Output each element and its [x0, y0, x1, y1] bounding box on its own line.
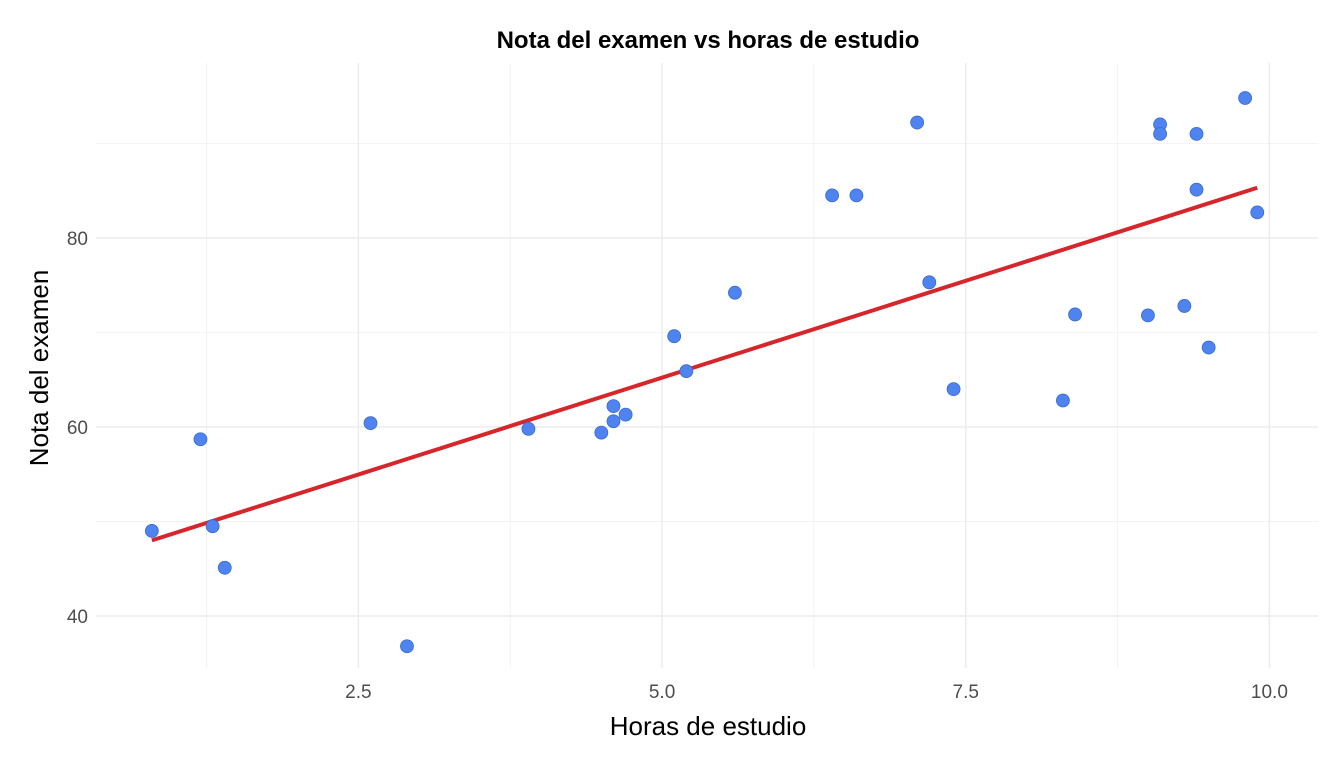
data-point	[946, 382, 961, 397]
y-tick-label: 60	[67, 418, 88, 439]
data-point	[363, 416, 378, 431]
major-gridlines	[96, 63, 1318, 668]
data-point	[1238, 91, 1253, 105]
x-axis-title: Horas de estudio	[610, 711, 807, 741]
regression-line	[151, 185, 1258, 543]
trend-line-layer	[151, 185, 1258, 543]
data-point	[1201, 340, 1216, 355]
data-point	[825, 188, 840, 203]
data-point	[679, 364, 694, 379]
data-point	[205, 519, 220, 534]
data-point	[1153, 126, 1167, 141]
data-point	[910, 115, 925, 130]
y-axis-ticks: 40 60 80	[67, 229, 88, 628]
data-point	[606, 414, 621, 429]
data-point	[193, 432, 208, 447]
data-point	[849, 188, 864, 203]
data-point	[1250, 205, 1265, 220]
data-point	[922, 275, 937, 290]
data-points	[144, 91, 1265, 654]
minor-gridlines	[96, 63, 1318, 668]
x-axis-ticks: 2.5 5.0 7.5 10.0	[345, 682, 1288, 703]
y-tick-label: 40	[67, 607, 88, 628]
data-point	[667, 329, 682, 344]
data-point	[400, 639, 414, 654]
data-point	[618, 407, 633, 422]
data-point	[728, 285, 742, 300]
data-point	[594, 425, 609, 440]
x-tick-label: 7.5	[953, 682, 979, 703]
data-point	[521, 421, 536, 436]
data-point	[606, 399, 621, 414]
data-point	[1068, 307, 1082, 322]
x-tick-label: 5.0	[649, 682, 675, 703]
y-axis-title: Nota del examen	[24, 270, 54, 467]
y-tick-label: 80	[67, 229, 88, 250]
data-point	[217, 560, 232, 575]
chart-title: Nota del examen vs horas de estudio	[497, 27, 920, 54]
data-point	[1056, 393, 1070, 408]
data-point	[1177, 299, 1192, 313]
data-point	[1141, 308, 1155, 323]
data-point	[144, 524, 159, 538]
data-point	[1189, 126, 1204, 141]
x-tick-label: 10.0	[1251, 682, 1288, 703]
x-tick-label: 2.5	[345, 682, 371, 703]
data-point	[1189, 182, 1204, 197]
